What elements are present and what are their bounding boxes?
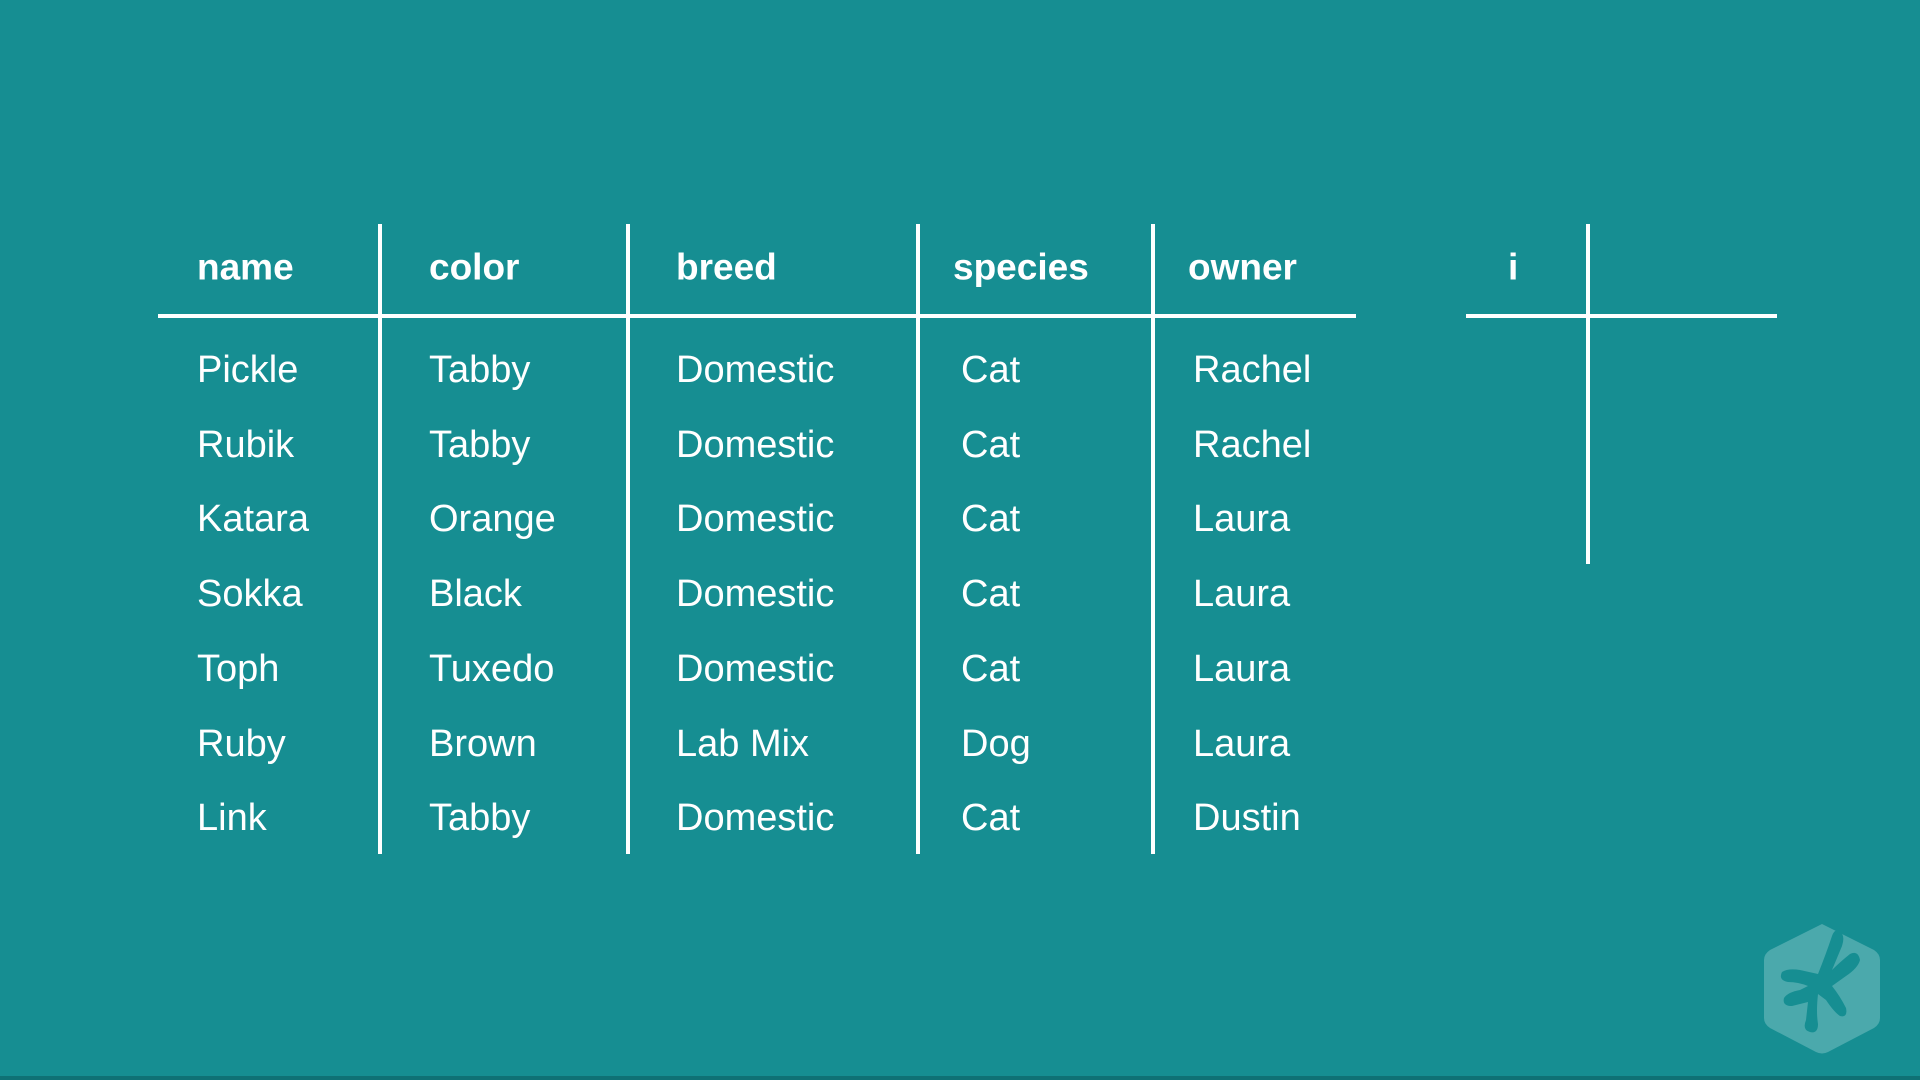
- cell-species: Cat: [961, 498, 1021, 541]
- cell-breed: Domestic: [676, 423, 835, 466]
- cell-color: Tabby: [429, 423, 531, 466]
- column-header-breed: breed: [676, 246, 777, 288]
- cell-species: Cat: [961, 573, 1021, 616]
- cell-name: Katara: [197, 498, 309, 541]
- treehouse-logo-icon: [1764, 924, 1880, 1054]
- cell-name: Link: [197, 797, 267, 840]
- cell-breed: Domestic: [676, 647, 835, 690]
- column-divider: [916, 224, 920, 854]
- cell-owner: Laura: [1193, 647, 1291, 690]
- cell-color: Black: [429, 573, 522, 616]
- cell-name: Ruby: [197, 722, 286, 765]
- cell-species: Dog: [961, 722, 1031, 765]
- column-divider: [626, 224, 630, 854]
- cell-owner: Rachel: [1193, 349, 1312, 391]
- cell-breed: Domestic: [676, 573, 835, 616]
- bottom-strip: [0, 1076, 1920, 1080]
- column-divider: [378, 224, 382, 854]
- index-header-divider: [1466, 314, 1777, 318]
- cell-name: Sokka: [197, 573, 303, 616]
- column-header-name: name: [197, 246, 294, 288]
- header-divider: [158, 314, 1356, 318]
- cell-breed: Domestic: [676, 498, 835, 541]
- cell-owner: Laura: [1193, 498, 1291, 541]
- cell-species: Cat: [961, 797, 1021, 840]
- cell-owner: Dustin: [1193, 797, 1301, 840]
- cell-color: Brown: [429, 722, 537, 765]
- cell-species: Cat: [961, 647, 1021, 690]
- column-divider: [1151, 224, 1155, 854]
- cell-name: Rubik: [197, 423, 295, 466]
- column-header-color: color: [429, 246, 520, 288]
- cell-color: Tabby: [429, 797, 531, 840]
- cell-breed: Domestic: [676, 349, 835, 391]
- cell-owner: Laura: [1193, 573, 1291, 616]
- cell-name: Toph: [197, 647, 280, 690]
- cell-color: Tabby: [429, 349, 531, 391]
- cell-owner: Laura: [1193, 722, 1291, 765]
- cell-color: Tuxedo: [429, 647, 555, 690]
- column-header-species: species: [953, 246, 1089, 288]
- cell-breed: Lab Mix: [676, 722, 810, 765]
- index-header: i: [1508, 246, 1519, 288]
- cell-color: Orange: [429, 498, 556, 541]
- column-header-owner: owner: [1188, 246, 1297, 288]
- cell-name: Pickle: [197, 349, 299, 391]
- cell-owner: Rachel: [1193, 423, 1312, 466]
- cell-species: Cat: [961, 423, 1021, 466]
- cell-breed: Domestic: [676, 797, 835, 840]
- logo-frog-hand: [1780, 930, 1860, 1033]
- cell-species: Cat: [961, 349, 1021, 391]
- index-column-divider: [1586, 224, 1590, 564]
